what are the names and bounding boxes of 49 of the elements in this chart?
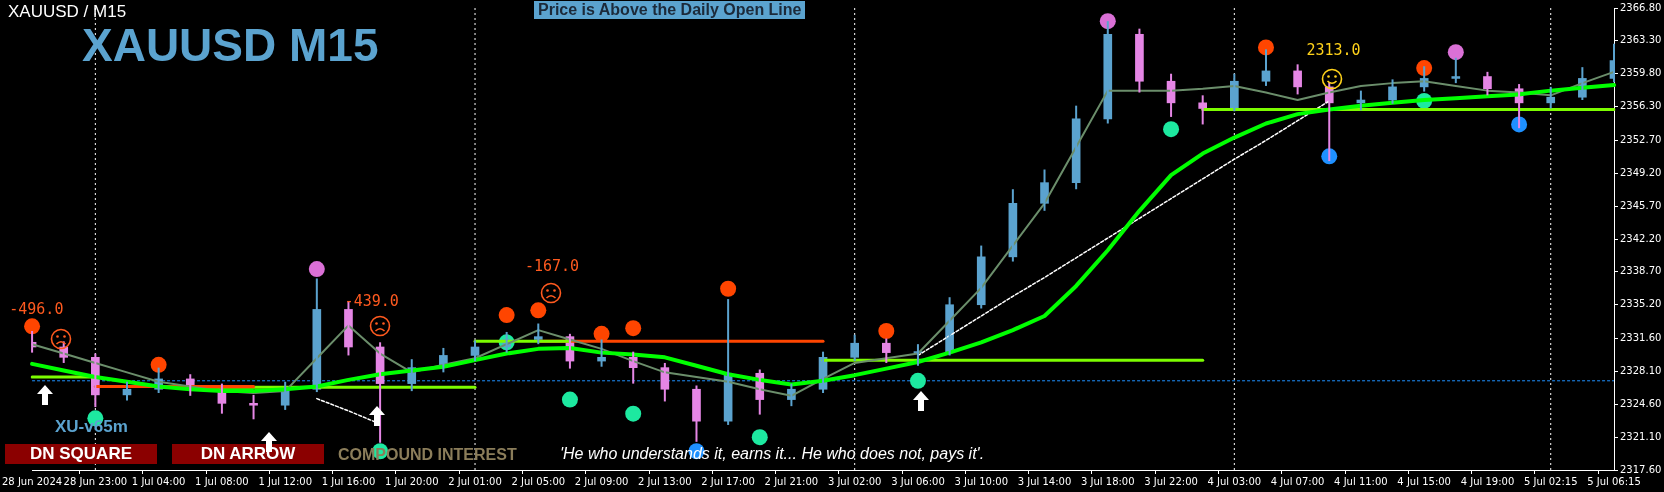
y-tick-label: 2338.70 [1620, 265, 1662, 277]
annotation: -496.0 [9, 300, 64, 319]
x-tick-label: 3 Jul 06:00 [891, 475, 945, 487]
x-tick-label: 2 Jul 21:00 [764, 475, 819, 487]
y-tick-label: 2328.10 [1620, 365, 1662, 376]
x-tick-label: 3 Jul 02:00 [827, 475, 882, 487]
annotation: XU-v65m [55, 417, 128, 437]
x-tick-label: 2 Jul 17:00 [701, 475, 755, 487]
x-tick-label: 3 Jul 14:00 [1017, 475, 1072, 487]
x-tick-label: 4 Jul 15:00 [1397, 475, 1451, 487]
annotation: Price is Above the Daily Open Line [534, 1, 806, 19]
annotation: -167.0 [524, 257, 580, 276]
y-tick-label: 2359.80 [1620, 67, 1662, 79]
x-tick-label: 5 Jul 06:15 [1587, 475, 1641, 487]
button: DN SQUARE [5, 444, 157, 464]
x-tick-label: 1 Jul 08:00 [195, 475, 249, 487]
x-tick-label: 1 Jul 04:00 [131, 475, 186, 487]
y-tick-label: 2324.60 [1620, 397, 1662, 409]
x-tick-label: 2 Jul 01:00 [448, 475, 502, 487]
y-tick-label: 2345.70 [1620, 199, 1662, 211]
y-tick-label: 2356.30 [1620, 100, 1662, 112]
x-tick-label: 4 Jul 03:00 [1207, 475, 1262, 487]
y-tick-label: 2335.20 [1620, 298, 1662, 310]
y-tick-label: 2366.80 [1620, 1, 1662, 13]
x-tick-label: 4 Jul 07:00 [1270, 475, 1325, 487]
annotation: -439.0 [344, 291, 399, 310]
x-tick-label: 28 Jun 2024 [2, 475, 63, 487]
x-tick-label: 3 Jul 18:00 [1080, 475, 1135, 487]
y-tick-label: 2317.60 [1620, 463, 1662, 475]
button: DN ARROW [172, 444, 324, 464]
y-tick-label: 2342.20 [1620, 232, 1662, 244]
x-tick-label: 3 Jul 22:00 [1144, 475, 1198, 487]
x-tick-label: 3 Jul 10:00 [954, 475, 1009, 487]
y-tick-label: 2352.70 [1620, 134, 1662, 145]
y-tick-label: 2321.10 [1620, 430, 1662, 442]
y-tick-label: 2331.60 [1620, 332, 1662, 344]
x-tick-label: 4 Jul 19:00 [1460, 475, 1515, 487]
x-tick-label: 4 Jul 11:00 [1334, 475, 1388, 487]
x-tick-label: 5 Jul 02:15 [1523, 475, 1578, 487]
y-tick-label: 2363.30 [1620, 34, 1662, 46]
x-tick-label: 2 Jul 05:00 [511, 475, 566, 487]
annotation: 2313.0 [1306, 41, 1361, 60]
x-tick-label: 1 Jul 12:00 [258, 475, 312, 487]
x-tick-label: 2 Jul 13:00 [638, 475, 692, 487]
x-tick-label: 1 Jul 20:00 [384, 475, 439, 487]
y-tick-label: 2349.20 [1620, 166, 1662, 178]
x-tick-label: 2 Jul 09:00 [574, 475, 629, 487]
x-tick-label: 1 Jul 16:00 [321, 475, 376, 487]
x-tick-label: 28 Jun 23:00 [63, 475, 128, 487]
